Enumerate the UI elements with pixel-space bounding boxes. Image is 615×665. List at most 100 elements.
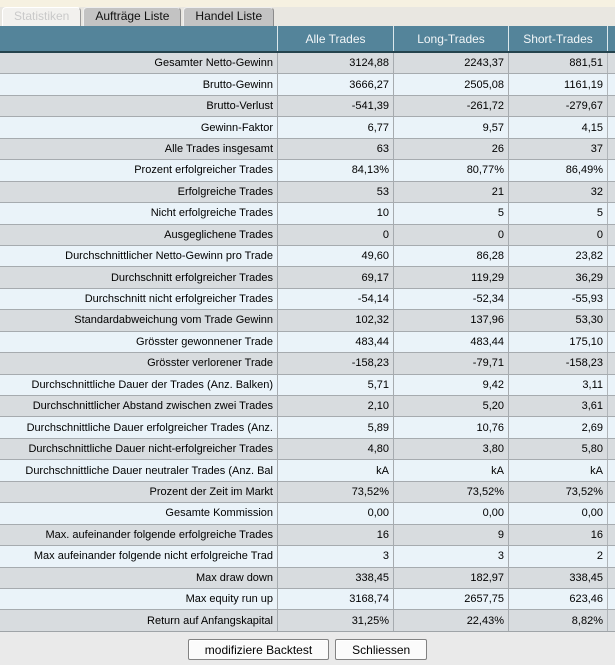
table-row[interactable]: Durchschnittliche Dauer der Trades (Anz.…	[0, 374, 615, 396]
table-row[interactable]: Prozent der Zeit im Markt 73,52% 73,52% …	[0, 481, 615, 504]
cell-edge	[607, 224, 615, 245]
table-row[interactable]: Max equity run up 3168,74 2657,75 623,46	[0, 588, 615, 611]
cell-alle-trades: 3124,88	[277, 53, 393, 74]
cell-long-trades: 3,80	[393, 438, 508, 460]
modify-backtest-button[interactable]: modifiziere Backtest	[187, 639, 330, 660]
row-label: Alle Trades insgesamt	[164, 142, 273, 155]
cell-alle-trades: 16	[277, 524, 393, 546]
tab-bar: Statistiken Aufträge Liste Handel Liste	[0, 7, 615, 26]
cell-edge	[607, 374, 615, 395]
row-label: Max equity run up	[185, 593, 273, 606]
table-row[interactable]: Erfolgreiche Trades 53 21 32	[0, 181, 615, 204]
cell-short-trades: 23,82	[508, 245, 607, 267]
table-row[interactable]: Brutto-Gewinn 3666,27 2505,08 1161,19	[0, 74, 615, 96]
table-row[interactable]: Durchschnitt nicht erfolgreicher Trades …	[0, 288, 615, 311]
table-row[interactable]: Durchschnittliche Dauer nicht-erfolgreic…	[0, 438, 615, 461]
cell-alle-trades: 53	[277, 181, 393, 203]
table-row[interactable]: Standardabweichung vom Trade Gewinn 102,…	[0, 310, 615, 332]
close-button[interactable]: Schliessen	[335, 639, 428, 660]
cell-short-trades: 338,45	[508, 567, 607, 588]
table-row[interactable]: Return auf Anfangskapital 31,25% 22,43% …	[0, 610, 615, 631]
stats-table: Alle Trades Long-Trades Short-Trades Ges…	[0, 26, 615, 632]
table-row[interactable]: Durchschnittliche Dauer erfolgreicher Tr…	[0, 417, 615, 439]
cell-alle-trades: 102,32	[277, 310, 393, 331]
table-row[interactable]: Ausgeglichene Trades 0 0 0	[0, 224, 615, 246]
cell-long-trades: 9,57	[393, 117, 508, 138]
row-label: Durchschnittlicher Netto-Gewinn pro Trad…	[65, 250, 273, 263]
table-row[interactable]: Max. aufeinander folgende erfolgreiche T…	[0, 524, 615, 547]
cell-long-trades: 9,42	[393, 374, 508, 395]
row-label: Grösster gewonnener Trade	[136, 335, 273, 348]
row-label: Brutto-Verlust	[206, 100, 273, 113]
cell-long-trades: 119,29	[393, 267, 508, 288]
cell-edge	[607, 610, 615, 631]
table-row[interactable]: Durchschnitt erfolgreicher Trades 69,17 …	[0, 267, 615, 289]
table-row[interactable]: Prozent erfolgreicher Trades 84,13% 80,7…	[0, 160, 615, 182]
cell-long-trades: 9	[393, 524, 508, 546]
cell-alle-trades: -158,23	[277, 353, 393, 374]
cell-alle-trades: 73,52%	[277, 481, 393, 503]
tab-auftraege-liste[interactable]: Aufträge Liste	[83, 7, 182, 26]
row-label: Durchschnittliche Dauer nicht-erfolgreic…	[28, 443, 273, 456]
header-short-trades: Short-Trades	[508, 26, 607, 51]
cell-short-trades: 16	[508, 524, 607, 546]
cell-edge	[607, 288, 615, 310]
cell-long-trades: 0	[393, 224, 508, 245]
header-label-spacer	[0, 26, 277, 51]
table-row[interactable]: Brutto-Verlust -541,39 -261,72 -279,67	[0, 95, 615, 118]
cell-alle-trades: 3168,74	[277, 588, 393, 610]
cell-long-trades: 22,43%	[393, 610, 508, 631]
cell-long-trades: -261,72	[393, 95, 508, 117]
table-row[interactable]: Durchschnittlicher Netto-Gewinn pro Trad…	[0, 245, 615, 268]
cell-short-trades: 623,46	[508, 588, 607, 610]
cell-edge	[607, 438, 615, 460]
header-edge-spacer	[607, 26, 615, 51]
row-label: Prozent der Zeit im Markt	[149, 485, 273, 498]
tab-statistiken[interactable]: Statistiken	[2, 7, 82, 26]
cell-short-trades: 86,49%	[508, 160, 607, 181]
cell-edge	[607, 588, 615, 610]
cell-short-trades: 0	[508, 224, 607, 245]
stats-table-body: Gesamter Netto-Gewinn 3124,88 2243,37 88…	[0, 53, 615, 632]
cell-alle-trades: 10	[277, 203, 393, 224]
table-row[interactable]: Durchschnittlicher Abstand zwischen zwei…	[0, 396, 615, 418]
row-label: Standardabweichung vom Trade Gewinn	[74, 314, 273, 327]
cell-edge	[607, 503, 615, 524]
cell-short-trades: 0,00	[508, 503, 607, 524]
row-label: Max aufeinander folgende nicht erfolgrei…	[33, 550, 273, 563]
cell-edge	[607, 245, 615, 267]
cell-alle-trades: 0,00	[277, 503, 393, 524]
cell-long-trades: 483,44	[393, 331, 508, 353]
table-row[interactable]: Alle Trades insgesamt 63 26 37	[0, 138, 615, 161]
table-row[interactable]: Grösster gewonnener Trade 483,44 483,44 …	[0, 331, 615, 354]
tab-handel-liste[interactable]: Handel Liste	[183, 7, 275, 26]
cell-short-trades: -279,67	[508, 95, 607, 117]
cell-edge	[607, 567, 615, 588]
cell-edge	[607, 203, 615, 224]
table-row[interactable]: Max aufeinander folgende nicht erfolgrei…	[0, 546, 615, 568]
cell-long-trades: 10,76	[393, 417, 508, 438]
cell-short-trades: 53,30	[508, 310, 607, 331]
cell-short-trades: 175,10	[508, 331, 607, 353]
cell-edge	[607, 267, 615, 288]
table-row[interactable]: Gesamte Kommission 0,00 0,00 0,00	[0, 503, 615, 525]
cell-edge	[607, 524, 615, 546]
cell-alle-trades: 31,25%	[277, 610, 393, 631]
row-label: Gewinn-Faktor	[200, 121, 273, 134]
cell-edge	[607, 546, 615, 567]
table-row[interactable]: Grösster verlorener Trade -158,23 -79,71…	[0, 353, 615, 375]
row-label: Return auf Anfangskapital	[147, 614, 273, 627]
cell-alle-trades: 0	[277, 224, 393, 245]
row-label: Brutto-Gewinn	[202, 78, 273, 91]
cell-long-trades: 2505,08	[393, 74, 508, 95]
table-row[interactable]: Durchschnittliche Dauer neutraler Trades…	[0, 460, 615, 482]
cell-short-trades: 37	[508, 138, 607, 160]
table-row[interactable]: Max draw down 338,45 182,97 338,45	[0, 567, 615, 589]
table-row[interactable]: Gesamter Netto-Gewinn 3124,88 2243,37 88…	[0, 53, 615, 75]
cell-long-trades: 86,28	[393, 245, 508, 267]
table-row[interactable]: Gewinn-Faktor 6,77 9,57 4,15	[0, 117, 615, 139]
table-row[interactable]: Nicht erfolgreiche Trades 10 5 5	[0, 203, 615, 225]
cell-alle-trades: 63	[277, 138, 393, 160]
cell-short-trades: -158,23	[508, 353, 607, 374]
